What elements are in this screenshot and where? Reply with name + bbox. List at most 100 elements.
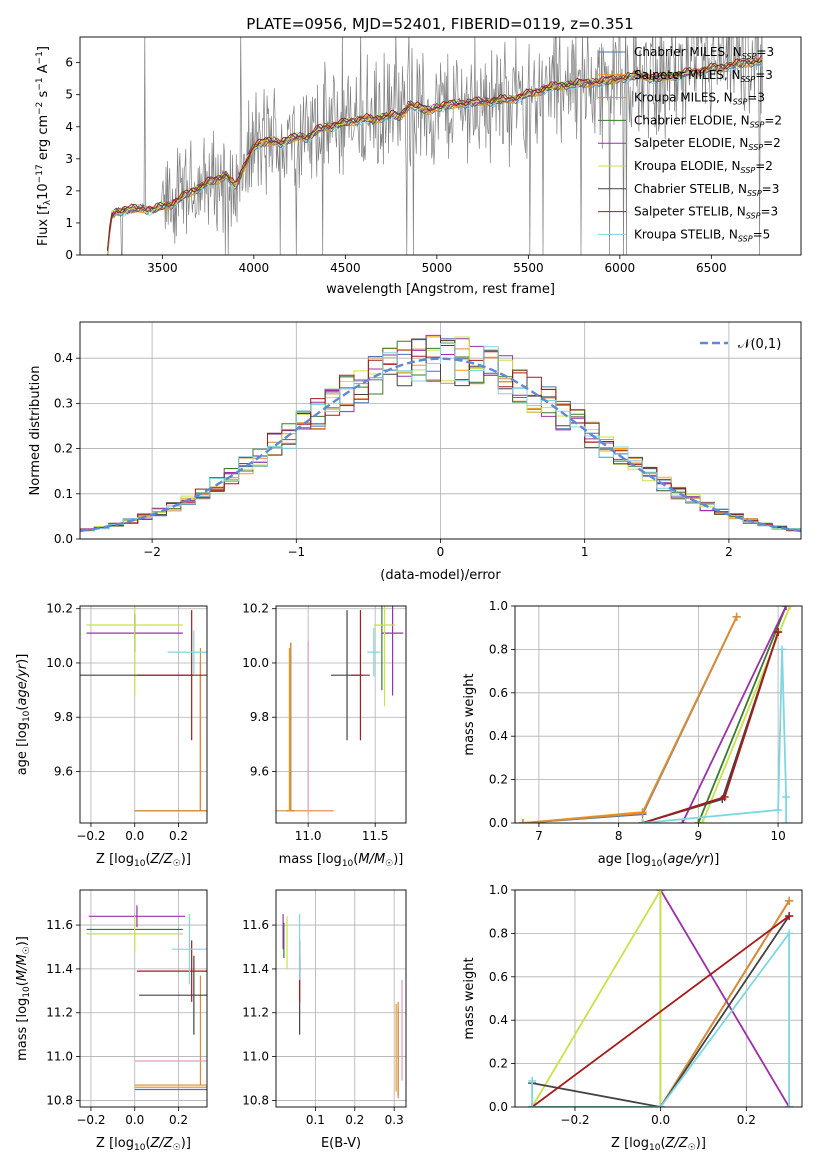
x-axis-label: Z [log10(Z/Z☉)]	[96, 1136, 191, 1153]
y-tick-label: 10.0	[46, 656, 73, 670]
y-tick-label: 10.8	[46, 1093, 73, 1107]
y-tick-label: 0.8	[489, 642, 508, 656]
y-tick-label: 0.2	[489, 773, 508, 787]
weight_vs_age-plot	[518, 606, 795, 823]
y-tick-label: 0.2	[489, 1057, 508, 1071]
x-axis-label: age [log10(age/yr)]	[598, 852, 720, 869]
x-tick-label: 0.2	[737, 1113, 756, 1127]
y-tick-label: 10.2	[242, 602, 269, 616]
y-tick-label: 11.2	[46, 1006, 73, 1020]
x-tick-label: 8	[615, 829, 623, 843]
normal-curve	[80, 357, 801, 533]
y-tick-label: 3	[65, 152, 73, 166]
axes-weight_vs_age: 7 8 9 10 0.0 0.2 0.4 0.6 0.8 1.0 age [log10(age/yr…	[462, 599, 803, 869]
axes-frame	[514, 889, 803, 1108]
x-tick-label: −0.2	[76, 829, 105, 843]
y-tick-label: 0.0	[54, 532, 73, 546]
x-tick-label: 10	[770, 829, 785, 843]
x-tick-label: 1	[581, 545, 589, 559]
legend-label: Chabrier MILES, NSSP=3	[634, 45, 774, 61]
weight-line-kroupa_elodie	[531, 890, 662, 1107]
x-axis-label: wavelength [Angstrom, rest frame]	[326, 282, 555, 297]
legend-label: Chabrier ELODIE, NSSP=2	[634, 113, 782, 129]
x-tick-label: −0.2	[560, 1113, 589, 1127]
legend-label: Salpeter MILES, NSSP=3	[634, 68, 773, 84]
axes-age_vs_Z: −0.2 0.0 0.2 9.6 9.8 10.0 10.2 Z [log10(Z/Z☉)] a…	[15, 602, 208, 869]
axes-frame	[79, 889, 208, 1108]
x-tick-label: 0.2	[169, 1113, 188, 1127]
spectrum-legend: Chabrier MILES, NSSP=3 Salpeter MILES, NS…	[598, 45, 782, 243]
y-tick-label: 1.0	[489, 599, 508, 613]
x-tick-label: 3500	[147, 261, 178, 275]
x-tick-label: 5500	[513, 261, 544, 275]
x-tick-label: 7	[535, 829, 543, 843]
age_vs_Z-plot	[80, 606, 207, 812]
weight-line-chabrier_stelib	[531, 915, 790, 1107]
y-tick-label: 9.8	[250, 710, 269, 724]
x-tick-label: 0.2	[345, 1113, 364, 1127]
weight-line-salpeter_elodie	[681, 606, 787, 823]
y-tick-label: 0.3	[54, 396, 73, 410]
weight-line-chabrier_miles	[522, 616, 738, 823]
y-axis-label: Flux [fλ10−17 erg cm−2 s−1 A−1]	[35, 46, 53, 246]
weight-line-kroupa_miles	[522, 616, 738, 823]
y-axis-label: Normed distribution	[28, 366, 43, 496]
y-axis-label: mass weight	[462, 673, 477, 755]
x-tick-label: 0.0	[125, 1113, 144, 1127]
mass_vs_Z-plot	[86, 905, 207, 1091]
x-tick-label: 4000	[239, 261, 270, 275]
x-tick-label: 5000	[422, 261, 453, 275]
y-tick-label: 10.8	[242, 1093, 269, 1107]
legend-label: Kroupa MILES, NSSP=3	[634, 91, 765, 107]
weight-line-chabrier_elodie	[697, 606, 787, 823]
mass_vs_ebv-plot	[282, 914, 403, 1099]
age_vs_mass-plot	[276, 606, 404, 815]
x-axis-label: Z [log10(Z/Z☉)]	[96, 852, 191, 869]
axes-weight_vs_Z: −0.2 0.0 0.2 0.0 0.2 0.4 0.6 0.8 1.0 Z [log10(Z/Z…	[462, 883, 803, 1153]
legend-label: Salpeter ELODIE, NSSP=2	[634, 136, 781, 152]
y-tick-label: 9.8	[54, 710, 73, 724]
x-tick-label: 11.5	[362, 829, 389, 843]
legend-label: Chabrier STELIB, NSSP=3	[634, 182, 779, 198]
y-tick-label: 11.0	[46, 1050, 73, 1064]
y-tick-label: 9.6	[54, 764, 73, 778]
y-tick-label: 9.6	[250, 764, 269, 778]
histogram-kroupa_stelib	[80, 343, 801, 532]
y-tick-label: 0.8	[489, 926, 508, 940]
y-tick-label: 1.0	[489, 883, 508, 897]
x-axis-label: mass [log10(M/M☉)]	[279, 852, 404, 869]
axes-frame	[514, 605, 803, 824]
x-tick-label: 0.2	[169, 829, 188, 843]
weight-line-salpeter_miles	[522, 616, 738, 823]
residual-legend: 𝒩(0,1)	[700, 337, 781, 352]
y-tick-label: 11.4	[46, 962, 73, 976]
y-tick-label: 0.2	[54, 442, 73, 456]
axes-frame	[275, 605, 407, 824]
y-tick-label: 2	[65, 184, 73, 198]
y-tick-label: 0.0	[489, 1100, 508, 1114]
model-curve-chabrier_stelib	[106, 58, 763, 252]
x-tick-label: −0.2	[76, 1113, 105, 1127]
weight-line-kroupa_stelib	[531, 930, 790, 1107]
y-tick-label: 4	[65, 120, 73, 134]
model-curve-salpeter_stelib	[106, 55, 763, 251]
axes-frame	[79, 605, 208, 824]
y-tick-label: 11.2	[242, 1006, 269, 1020]
x-tick-label: −2	[143, 545, 161, 559]
y-tick-label: 10.0	[242, 656, 269, 670]
y-axis-label: age [log10(age/yr)]	[15, 654, 32, 776]
y-axis-label: mass [log10(M/M☉)]	[15, 936, 32, 1061]
x-tick-label: 9	[695, 829, 703, 843]
weight_vs_Z-plot	[528, 890, 794, 1107]
y-tick-label: 11.6	[46, 918, 73, 932]
y-tick-label: 0.6	[489, 970, 508, 984]
legend-label: 𝒩(0,1)	[738, 337, 781, 352]
y-tick-label: 0.4	[489, 1013, 508, 1027]
y-tick-label: 11.4	[242, 962, 269, 976]
x-tick-label: 11.0	[295, 829, 322, 843]
y-tick-label: 0.6	[489, 686, 508, 700]
figure-title: PLATE=0956, MJD=52401, FIBERID=0119, z=0…	[246, 15, 633, 33]
spectrum-plot	[106, 37, 763, 255]
axes-mass_vs_Z: −0.2 0.0 0.2 10.8 11.0 11.2 11.4 11.6 Z [log10(Z…	[15, 889, 208, 1153]
